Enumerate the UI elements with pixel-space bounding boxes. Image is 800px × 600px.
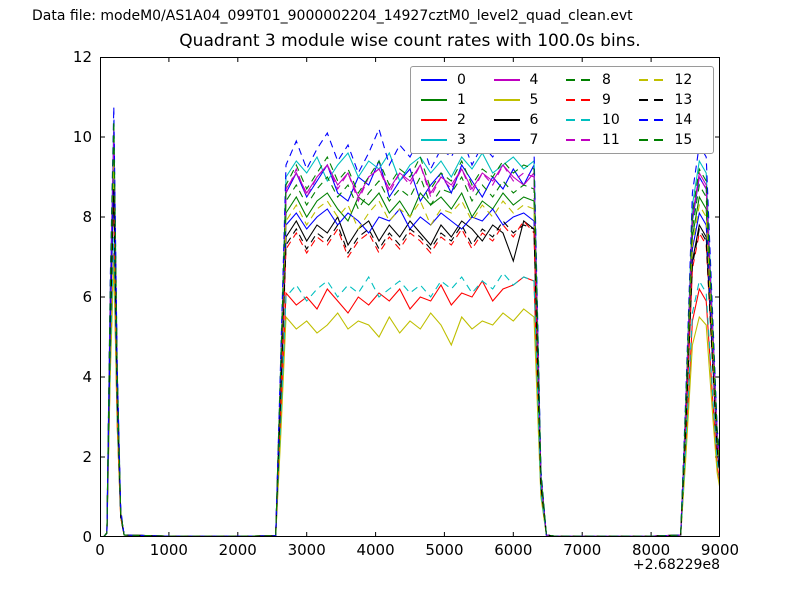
plot-area bbox=[100, 57, 720, 537]
legend-line-sample bbox=[638, 139, 665, 141]
x-tick-label: 5000 bbox=[425, 541, 464, 559]
legend-item-0: 0 bbox=[417, 70, 490, 90]
legend-item-14: 14 bbox=[635, 110, 708, 130]
x-tick-label: 2000 bbox=[218, 541, 257, 559]
legend: 0 1 2 3 4 5 6 7 8 9 10 11 12 13 14 15 bbox=[410, 66, 714, 154]
legend-line-sample bbox=[493, 139, 520, 141]
series-line-12 bbox=[102, 164, 720, 537]
series-line-10 bbox=[102, 236, 720, 537]
x-tick-label: 8000 bbox=[632, 541, 671, 559]
legend-item-label: 4 bbox=[529, 72, 539, 88]
legend-item-5: 5 bbox=[490, 90, 563, 110]
legend-item-2: 2 bbox=[417, 110, 490, 130]
x-tick-label: 6000 bbox=[494, 541, 533, 559]
legend-item-label: 13 bbox=[674, 92, 693, 108]
series-line-0 bbox=[102, 136, 720, 537]
legend-item-10: 10 bbox=[562, 110, 635, 130]
legend-item-label: 5 bbox=[529, 92, 539, 108]
legend-line-sample bbox=[493, 79, 520, 81]
x-tick-label: 7000 bbox=[563, 541, 602, 559]
x-tick-label: 9000 bbox=[700, 541, 740, 559]
legend-item-15: 15 bbox=[635, 130, 708, 150]
series-line-2 bbox=[102, 252, 720, 537]
legend-item-1: 1 bbox=[417, 90, 490, 110]
legend-item-label: 12 bbox=[674, 72, 693, 88]
x-axis-offset-label: +2.68229e8 bbox=[632, 557, 720, 573]
x-tick-label: 1000 bbox=[149, 541, 188, 559]
legend-item-label: 7 bbox=[529, 132, 539, 148]
legend-line-sample bbox=[493, 99, 520, 101]
y-tick-label: 12 bbox=[72, 48, 92, 66]
legend-item-label: 1 bbox=[457, 92, 466, 108]
legend-line-sample bbox=[493, 119, 520, 121]
legend-line-sample bbox=[421, 139, 447, 141]
legend-item-label: 3 bbox=[457, 132, 466, 148]
legend-line-sample bbox=[421, 79, 447, 81]
legend-item-13: 13 bbox=[635, 90, 708, 110]
x-tick-label: 4000 bbox=[356, 541, 395, 559]
legend-line-sample bbox=[421, 119, 447, 121]
legend-line-sample bbox=[638, 79, 665, 81]
series-line-5 bbox=[102, 260, 720, 537]
series-line-8 bbox=[102, 144, 720, 537]
data-file-header: Data file: modeM0/AS1A04_099T01_90000022… bbox=[32, 8, 633, 24]
legend-item-8: 8 bbox=[562, 70, 635, 90]
y-tick-label: 10 bbox=[72, 128, 92, 146]
y-tick-label: 2 bbox=[82, 448, 92, 466]
legend-line-sample bbox=[638, 119, 665, 121]
legend-item-label: 11 bbox=[602, 132, 620, 148]
plot-title: Quadrant 3 module wise count rates with … bbox=[179, 31, 641, 51]
series-line-15 bbox=[102, 120, 720, 537]
legend-line-sample bbox=[566, 119, 592, 121]
legend-item-7: 7 bbox=[490, 130, 563, 150]
legend-item-label: 2 bbox=[457, 112, 466, 128]
y-tick-label: 4 bbox=[82, 368, 92, 386]
legend-line-sample bbox=[566, 99, 592, 101]
x-tick-label: 0 bbox=[95, 541, 105, 559]
legend-item-label: 8 bbox=[602, 72, 611, 88]
legend-item-3: 3 bbox=[417, 130, 490, 150]
series-line-3 bbox=[102, 120, 720, 537]
y-tick-label: 0 bbox=[82, 528, 92, 546]
legend-item-label: 6 bbox=[529, 112, 539, 128]
legend-item-9: 9 bbox=[562, 90, 635, 110]
legend-line-sample bbox=[421, 99, 447, 101]
series-line-9 bbox=[102, 192, 720, 537]
legend-item-label: 0 bbox=[457, 72, 466, 88]
legend-item-label: 10 bbox=[602, 112, 620, 128]
legend-item-label: 9 bbox=[602, 92, 611, 108]
legend-line-sample bbox=[566, 79, 592, 81]
legend-item-12: 12 bbox=[635, 70, 708, 90]
legend-item-label: 14 bbox=[674, 112, 693, 128]
series-line-11 bbox=[102, 128, 720, 537]
series-line-13 bbox=[102, 188, 720, 537]
axes-frame bbox=[100, 57, 720, 537]
y-tick-label: 6 bbox=[82, 288, 92, 306]
legend-line-sample bbox=[638, 99, 665, 101]
x-tick-label: 3000 bbox=[287, 541, 326, 559]
legend-item-11: 11 bbox=[562, 130, 635, 150]
legend-item-label: 15 bbox=[674, 132, 693, 148]
series-line-7 bbox=[102, 168, 720, 537]
legend-line-sample bbox=[566, 139, 592, 141]
y-tick-label: 8 bbox=[82, 208, 92, 226]
legend-item-6: 6 bbox=[490, 110, 563, 130]
legend-item-4: 4 bbox=[490, 70, 563, 90]
